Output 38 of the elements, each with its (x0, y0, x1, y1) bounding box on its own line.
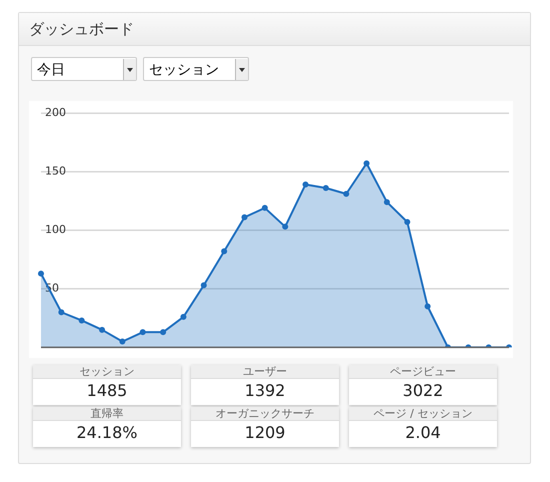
point (404, 218, 410, 225)
point (282, 224, 288, 230)
text: セッション (33, 365, 181, 379)
point (180, 314, 186, 320)
point (38, 270, 44, 277)
text: セッション (149, 62, 219, 78)
point (119, 338, 126, 345)
text: オーガニックサーチ (191, 407, 339, 421)
text: 1209 (244, 422, 286, 444)
point (160, 329, 166, 336)
text: ユーザー (191, 365, 339, 379)
y-tick-label: 100 (45, 223, 66, 236)
point (322, 185, 329, 192)
text: 3022 (402, 380, 444, 402)
text: 1392 (244, 380, 286, 402)
point (364, 160, 370, 166)
y-tick-label: 200 (45, 106, 66, 119)
chart-title: ダッシュボード (19, 13, 530, 46)
point (241, 214, 248, 220)
point (262, 204, 268, 211)
point (78, 317, 85, 324)
point (140, 329, 146, 336)
point (58, 309, 64, 316)
text: 2.04 (404, 422, 442, 444)
point (384, 199, 390, 206)
text: 今日 (37, 62, 65, 78)
point (221, 248, 228, 254)
text: 直帰率 (33, 407, 181, 421)
text: ページ / セッション (349, 407, 497, 421)
text: ページビュー (349, 365, 497, 379)
point (343, 190, 350, 197)
y-tick-label: 150 (45, 164, 66, 178)
text: 24.18% (75, 422, 138, 444)
point (302, 181, 309, 188)
point (424, 303, 431, 310)
text: 1485 (86, 380, 128, 402)
point (99, 326, 106, 333)
point (200, 282, 207, 288)
